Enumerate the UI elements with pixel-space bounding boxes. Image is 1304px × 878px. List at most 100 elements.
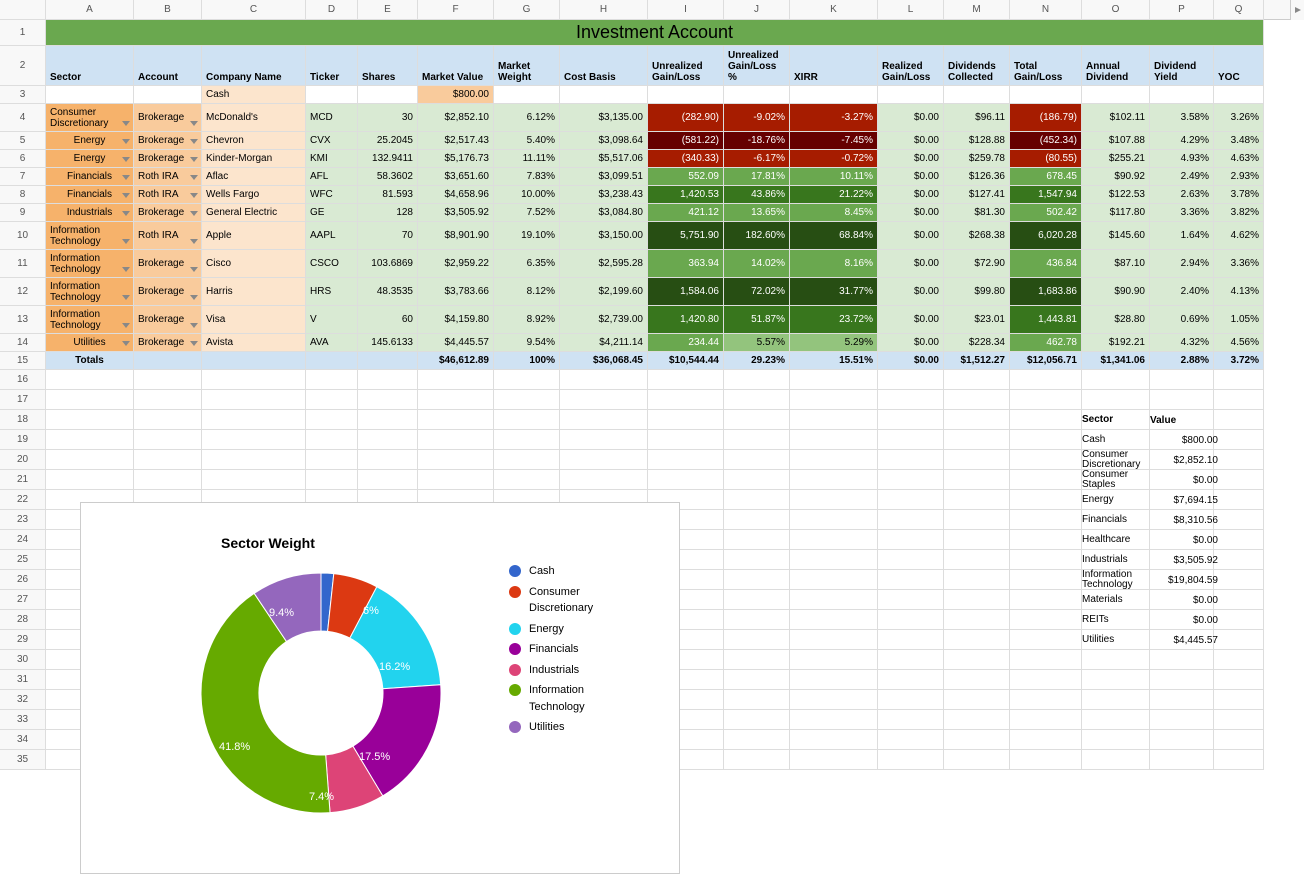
totals-ad[interactable]: $1,341.06 [1082, 352, 1150, 370]
empty-cell[interactable] [1082, 670, 1150, 690]
empty-cell[interactable] [202, 390, 306, 410]
tgl-cell[interactable]: (186.79) [1010, 104, 1082, 132]
ticker-cell[interactable]: AVA [306, 334, 358, 352]
empty-cell[interactable] [134, 390, 202, 410]
market-value-cell[interactable]: $3,783.66 [418, 278, 494, 306]
cost-basis-cell[interactable]: $4,211.14 [560, 334, 648, 352]
cash-company[interactable]: Cash [202, 86, 306, 104]
filter-icon[interactable] [121, 155, 131, 165]
row-header-11[interactable]: 11 [0, 250, 46, 278]
row-header-25[interactable]: 25 [0, 550, 46, 570]
empty-cell[interactable] [790, 570, 878, 590]
row-header-16[interactable]: 16 [0, 370, 46, 390]
empty-cell[interactable] [1150, 86, 1214, 104]
col-header-I[interactable]: I [648, 0, 724, 20]
totals-label[interactable]: Totals [46, 352, 134, 370]
empty-cell[interactable] [306, 450, 358, 470]
empty-cell[interactable] [1214, 730, 1264, 750]
yoc-cell[interactable]: 3.82% [1214, 204, 1264, 222]
row-header-6[interactable]: 6 [0, 150, 46, 168]
xirr-cell[interactable]: 21.22% [790, 186, 878, 204]
account-cell[interactable]: Brokerage [134, 204, 202, 222]
company-cell[interactable]: General Electric [202, 204, 306, 222]
header-realized-gain-loss[interactable]: Realized Gain/Loss [878, 46, 944, 86]
header-sector[interactable]: Sector [46, 46, 134, 86]
empty-cell[interactable] [202, 450, 306, 470]
empty-cell[interactable] [1214, 590, 1264, 610]
xirr-cell[interactable]: -7.45% [790, 132, 878, 150]
empty-cell[interactable] [202, 370, 306, 390]
header-ticker[interactable]: Ticker [306, 46, 358, 86]
empty-cell[interactable] [134, 410, 202, 430]
shares-cell[interactable]: 103.6869 [358, 250, 418, 278]
empty-cell[interactable] [724, 570, 790, 590]
row-header-28[interactable]: 28 [0, 610, 46, 630]
cost-basis-cell[interactable]: $2,739.00 [560, 306, 648, 334]
tgl-cell[interactable]: 1,683.86 [1010, 278, 1082, 306]
empty-cell[interactable] [1082, 750, 1150, 770]
empty-cell[interactable] [1082, 86, 1150, 104]
sector-cell[interactable]: Information Technology [46, 222, 134, 250]
empty-cell[interactable] [724, 490, 790, 510]
empty-cell[interactable] [1150, 730, 1214, 750]
row-header-14[interactable]: 14 [0, 334, 46, 352]
filter-icon[interactable] [189, 265, 199, 275]
ugl-cell[interactable]: (581.22) [648, 132, 724, 150]
ugl-cell[interactable]: (340.33) [648, 150, 724, 168]
shares-cell[interactable]: 30 [358, 104, 418, 132]
empty-cell[interactable] [790, 610, 878, 630]
legend-item[interactable]: Cash [509, 563, 639, 580]
sector-cell[interactable]: Utilities [46, 334, 134, 352]
empty-cell[interactable] [1214, 690, 1264, 710]
legend-item[interactable]: Information Technology [509, 682, 639, 715]
xirr-cell[interactable]: -0.72% [790, 150, 878, 168]
e[interactable] [202, 352, 306, 370]
empty-cell[interactable] [878, 670, 944, 690]
market-value-cell[interactable]: $2,959.22 [418, 250, 494, 278]
col-header-N[interactable]: N [1010, 0, 1082, 20]
market-weight-cell[interactable]: 8.12% [494, 278, 560, 306]
dividends-cell[interactable]: $259.78 [944, 150, 1010, 168]
empty-cell[interactable] [724, 430, 790, 450]
empty-cell[interactable] [1010, 550, 1082, 570]
empty-cell[interactable] [560, 410, 648, 430]
col-header-E[interactable]: E [358, 0, 418, 20]
yoc-cell[interactable]: 2.93% [1214, 168, 1264, 186]
empty-cell[interactable] [1214, 610, 1264, 630]
empty-cell[interactable] [1010, 570, 1082, 590]
market-value-cell[interactable]: $4,445.57 [418, 334, 494, 352]
div-yield-cell[interactable]: 4.93% [1150, 150, 1214, 168]
empty-cell[interactable] [1150, 710, 1214, 730]
empty-cell[interactable] [1150, 370, 1214, 390]
row-header-8[interactable]: 8 [0, 186, 46, 204]
yoc-cell[interactable]: 3.26% [1214, 104, 1264, 132]
empty-cell[interactable] [1010, 86, 1082, 104]
empty-cell[interactable] [134, 370, 202, 390]
annual-div-cell[interactable]: $90.92 [1082, 168, 1150, 186]
ugl-cell[interactable]: 1,584.06 [648, 278, 724, 306]
empty-cell[interactable] [306, 370, 358, 390]
empty-cell[interactable] [494, 470, 560, 490]
ugl-cell[interactable]: (282.90) [648, 104, 724, 132]
empty-cell[interactable] [790, 450, 878, 470]
empty-cell[interactable] [1214, 470, 1264, 490]
e[interactable] [306, 352, 358, 370]
empty-cell[interactable] [1010, 630, 1082, 650]
rgl-cell[interactable]: $0.00 [878, 104, 944, 132]
empty-cell[interactable] [790, 670, 878, 690]
market-value-cell[interactable]: $3,651.60 [418, 168, 494, 186]
annual-div-cell[interactable]: $122.53 [1082, 186, 1150, 204]
empty-cell[interactable] [790, 690, 878, 710]
company-cell[interactable]: Visa [202, 306, 306, 334]
col-header-G[interactable]: G [494, 0, 560, 20]
ugl-cell[interactable]: 5,751.90 [648, 222, 724, 250]
dividends-cell[interactable]: $23.01 [944, 306, 1010, 334]
annual-div-cell[interactable]: $255.21 [1082, 150, 1150, 168]
empty-cell[interactable] [1214, 490, 1264, 510]
tgl-cell[interactable]: 678.45 [1010, 168, 1082, 186]
uglp-cell[interactable]: -6.17% [724, 150, 790, 168]
market-weight-cell[interactable]: 7.52% [494, 204, 560, 222]
dividends-cell[interactable]: $128.88 [944, 132, 1010, 150]
cost-basis-cell[interactable]: $2,595.28 [560, 250, 648, 278]
col-header-H[interactable]: H [560, 0, 648, 20]
